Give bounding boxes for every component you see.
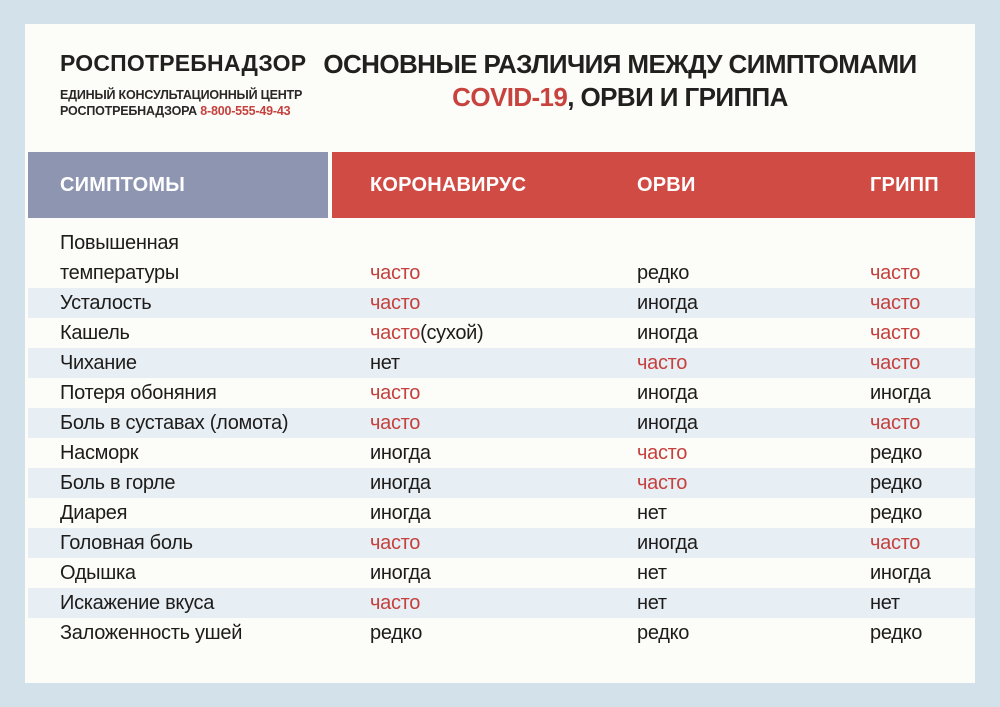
column-header-gripp: ГРИПП	[870, 174, 939, 196]
cell-value-suffix: (сухой)	[420, 322, 484, 344]
table-header: СИМПТОМЫ КОРОНАВИРУС ОРВИ ГРИПП	[25, 152, 975, 218]
column-header-orvi: ОРВИ	[637, 174, 696, 196]
rospotrebnadzor-logo: РОСПОТРЕБНАДЗОР ЕДИНЫЙ КОНСУЛЬТАЦИОННЫЙ …	[60, 50, 306, 119]
table-row: Боль в горле иногда часто редко	[28, 468, 975, 498]
cell-value: иногда	[370, 442, 431, 464]
page-title-line2: COVID-19, ОРВИ И ГРИППА	[305, 81, 935, 114]
symptom-label: Диарея	[60, 502, 128, 524]
cell-value: часто	[370, 532, 421, 554]
cell-value: часто	[870, 262, 921, 284]
cell-value: редко	[870, 622, 923, 644]
cell-value: часто	[637, 442, 688, 464]
table-row: Одышка иногда нет иногда	[28, 558, 975, 588]
cell-value: редко	[870, 472, 923, 494]
cell-value: часто	[870, 532, 921, 554]
table-row: Насморк иногда часто редко	[28, 438, 975, 468]
symptom-label: Головная боль	[60, 532, 193, 554]
table-row: Потеря обоняния часто иногда иногда	[28, 378, 975, 408]
cell-value: часто	[370, 592, 421, 614]
page-title-line1: ОСНОВНЫЕ РАЗЛИЧИЯ МЕЖДУ СИМПТОМАМИ	[323, 49, 917, 79]
cell-value: иногда	[637, 382, 698, 404]
logo-subtitle-line2: РОСПОТРЕБНАДЗОРА 8-800-555-49-43	[60, 103, 306, 119]
symptom-label: Заложенность ушей	[60, 622, 243, 644]
poster-card: РОСПОТРЕБНАДЗОР ЕДИНЫЙ КОНСУЛЬТАЦИОННЫЙ …	[25, 24, 975, 683]
cell-value: иногда	[870, 382, 931, 404]
cell-value: часто(сухой)	[370, 322, 484, 344]
cell-value: иногда	[370, 562, 431, 584]
table-row: Головная боль часто иногда часто	[28, 528, 975, 558]
cell-value: редко	[637, 262, 690, 284]
cell-value: редко	[637, 622, 690, 644]
cell-value: иногда	[637, 292, 698, 314]
symptom-label: Кашель	[60, 322, 130, 344]
cell-value: часто	[637, 352, 688, 374]
cell-value: редко	[870, 442, 923, 464]
table-row: Заложенность ушей редко редко редко	[28, 618, 975, 648]
symptom-label: Потеря обоняния	[60, 382, 217, 404]
cell-value: часто	[370, 412, 421, 434]
cell-value: часто	[370, 262, 421, 284]
cell-value: нет	[637, 592, 667, 614]
cell-value: иногда	[370, 472, 431, 494]
cell-value: нет	[637, 562, 667, 584]
symptom-label: Одышка	[60, 562, 136, 584]
symptom-label: Искажение вкуса	[60, 592, 215, 614]
logo-title: РОСПОТРЕБНАДЗОР	[60, 50, 307, 76]
cell-value: иногда	[637, 412, 698, 434]
cell-value: иногда	[637, 322, 698, 344]
page-title: ОСНОВНЫЕ РАЗЛИЧИЯ МЕЖДУ СИМПТОМАМИ COVID…	[305, 48, 935, 114]
cell-value: часто	[637, 472, 688, 494]
cell-value: часто	[870, 412, 921, 434]
cell-value: нет	[370, 352, 400, 374]
table-row: Чихание нет часто часто	[28, 348, 975, 378]
cell-value: часто	[370, 292, 421, 314]
symptom-label: Насморк	[60, 442, 139, 464]
table-row: Кашель часто(сухой) иногда часто	[28, 318, 975, 348]
covid-19-accent: COVID-19	[452, 82, 568, 112]
logo-subtitle: ЕДИНЫЙ КОНСУЛЬТАЦИОННЫЙ ЦЕНТР РОСПОТРЕБН…	[60, 87, 306, 119]
hotline-phone-number: 8-800-555-49-43	[200, 104, 291, 118]
cell-value: иногда	[637, 532, 698, 554]
cell-value: редко	[870, 502, 923, 524]
page-title-line2-rest: , ОРВИ И ГРИППА	[567, 82, 788, 112]
cell-value: редко	[370, 622, 423, 644]
cell-value: часто	[870, 322, 921, 344]
logo-subtitle-line1: ЕДИНЫЙ КОНСУЛЬТАЦИОННЫЙ ЦЕНТР	[60, 88, 303, 102]
table-row: Повышенная температуры часто редко часто	[28, 222, 975, 288]
logo-subtitle-org: РОСПОТРЕБНАДЗОРА	[60, 104, 197, 118]
symptom-label: Усталость	[60, 292, 152, 314]
cell-value: нет	[637, 502, 667, 524]
table-row: Искажение вкуса часто нет нет	[28, 588, 975, 618]
symptom-label: Боль в суставах (ломота)	[60, 412, 289, 434]
symptoms-header-label: СИМПТОМЫ	[60, 174, 185, 196]
cell-value: часто	[870, 352, 921, 374]
table-body: Повышенная температуры часто редко часто Уст…	[28, 222, 975, 648]
symptoms-header-cell: СИМПТОМЫ	[28, 152, 328, 218]
symptom-label: Повышенная температуры	[60, 232, 179, 284]
column-header-coronavirus: КОРОНАВИРУС	[370, 174, 527, 196]
cell-value: иногда	[870, 562, 931, 584]
symptom-label: Боль в горле	[60, 472, 176, 494]
table-row: Боль в суставах (ломота) часто иногда часто	[28, 408, 975, 438]
table-row: Диарея иногда нет редко	[28, 498, 975, 528]
table-row: Усталость часто иногда часто	[28, 288, 975, 318]
cell-value: часто	[370, 382, 421, 404]
cell-value: нет	[870, 592, 900, 614]
symptom-label: Чихание	[60, 352, 137, 374]
cell-value: иногда	[370, 502, 431, 524]
virus-header-band: КОРОНАВИРУС ОРВИ ГРИПП	[332, 152, 975, 218]
cell-value: часто	[870, 292, 921, 314]
